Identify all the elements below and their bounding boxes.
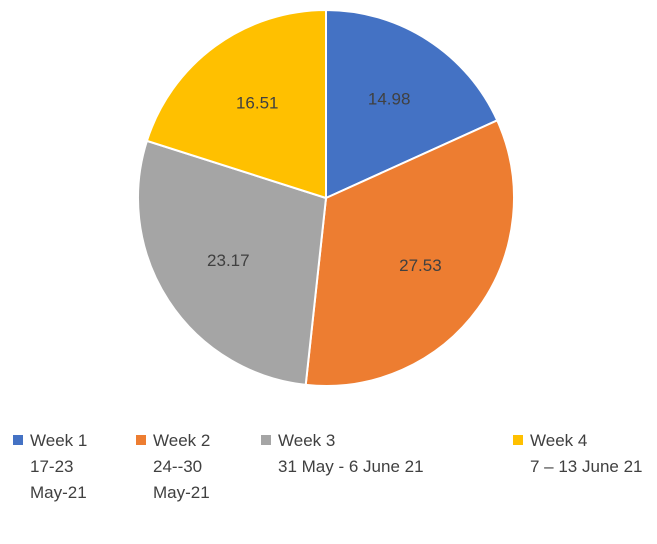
legend-label: Week 3 31 May - 6 June 21 (278, 431, 424, 476)
pie-slice (304, 119, 515, 387)
pie-slice (137, 139, 328, 387)
pie-slice (325, 8, 499, 200)
data-label: 27.53 (399, 256, 442, 275)
legend-item: Week 3 31 May - 6 June 21 (261, 428, 424, 480)
legend-swatch (261, 435, 271, 445)
legend-item: Week 1 17-23 May-21 (13, 428, 87, 506)
pie-area: 14.98 27.53 23.17 16.51 (137, 8, 515, 387)
data-label: 16.51 (236, 93, 279, 112)
data-label: 23.17 (207, 251, 250, 270)
legend-item: Week 2 24--30 May-21 (136, 428, 210, 506)
legend-label: Week 2 24--30 May-21 (153, 431, 211, 502)
pie-slice (145, 8, 327, 200)
legend-swatch (136, 435, 146, 445)
legend-swatch (13, 435, 23, 445)
legend-label: Week 4 7 – 13 June 21 (530, 431, 643, 476)
legend-item: Week 4 7 – 13 June 21 (513, 428, 642, 480)
legend-label: Week 1 17-23 May-21 (30, 431, 88, 502)
data-label: 14.98 (368, 90, 411, 109)
legend-swatch (513, 435, 523, 445)
